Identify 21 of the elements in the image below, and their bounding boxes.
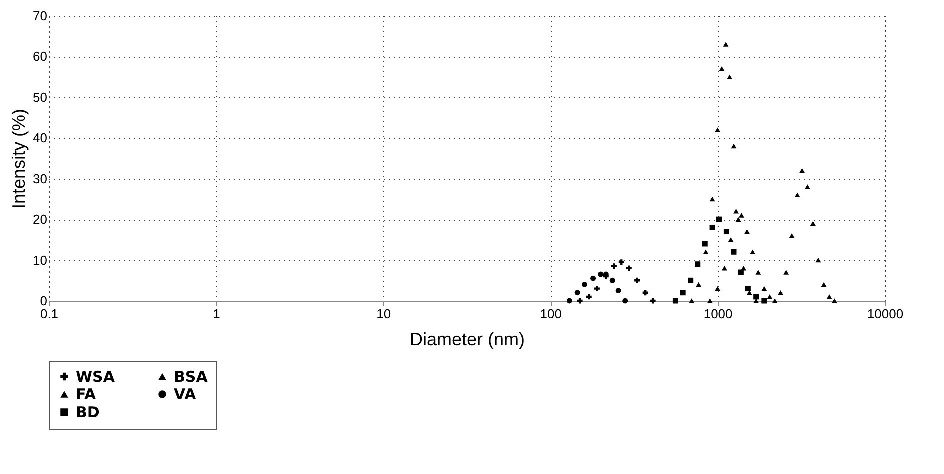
x-tick-label: 100 bbox=[540, 306, 562, 322]
x-tick-label: 1000 bbox=[704, 306, 733, 322]
y-tick-label: 0 bbox=[40, 294, 48, 308]
legend-label: FA bbox=[76, 386, 97, 404]
legend-label: WSA bbox=[76, 368, 116, 386]
legend-label: BSA bbox=[174, 368, 208, 386]
x-tick-label: 10000 bbox=[867, 306, 904, 322]
legend-label: VA bbox=[174, 386, 197, 404]
y-tick-label: 30 bbox=[33, 171, 48, 186]
y-tick-label: 60 bbox=[33, 49, 48, 64]
y-tick-label: 50 bbox=[33, 90, 48, 105]
x-tick-label: 1 bbox=[213, 306, 220, 322]
y-tick-label: 10 bbox=[33, 252, 48, 268]
y-tick-label: 20 bbox=[33, 212, 48, 228]
legend-label: BD bbox=[76, 404, 100, 422]
x-tick-label: 0.1 bbox=[40, 306, 59, 322]
y-tick-label: 70 bbox=[33, 8, 48, 24]
x-axis-title: Diameter (nm) bbox=[410, 330, 526, 350]
y-axis-title: Intensity (%) bbox=[9, 108, 30, 210]
y-tick-label: 40 bbox=[33, 130, 48, 146]
x-tick-label: 10 bbox=[376, 306, 392, 322]
